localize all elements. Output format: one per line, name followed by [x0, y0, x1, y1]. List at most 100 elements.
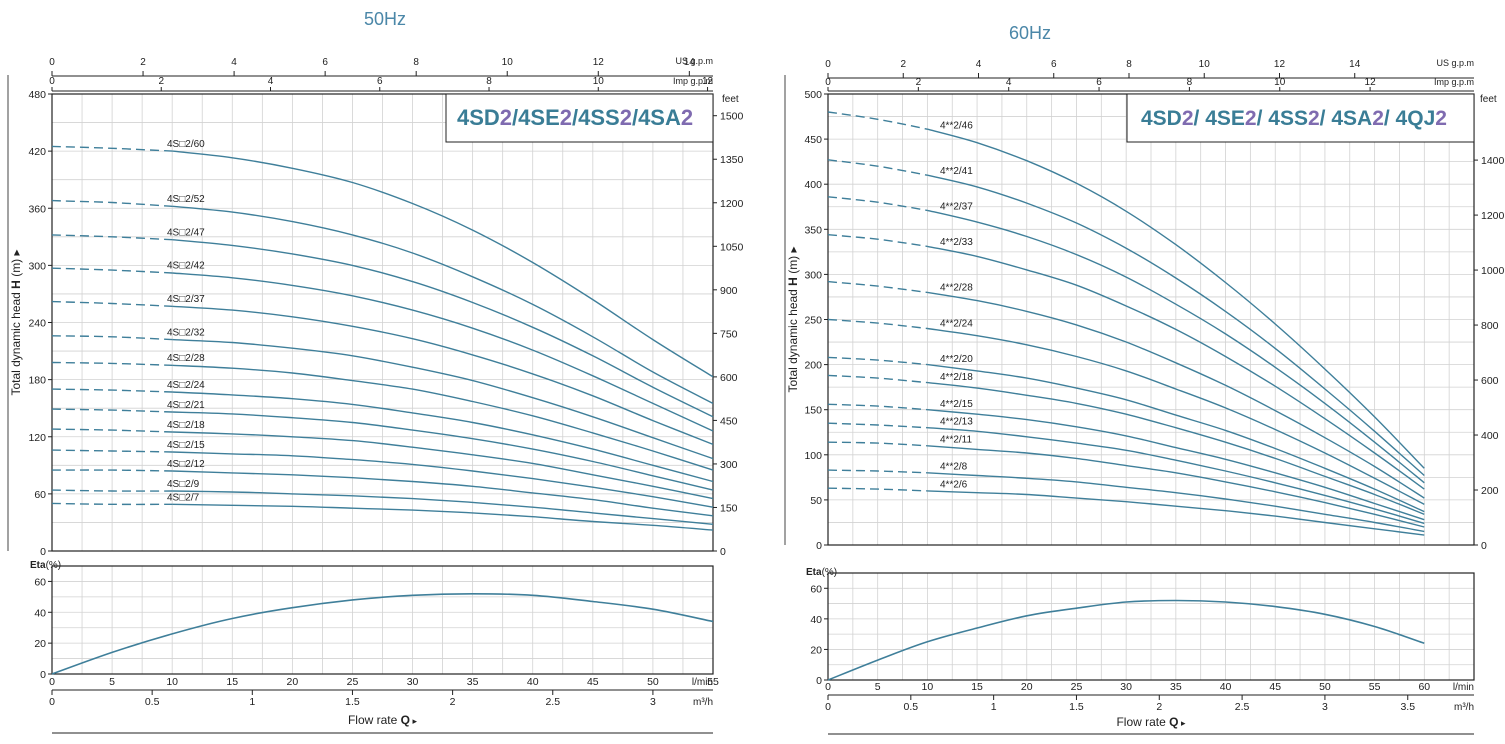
model-title-part: 2: [1245, 107, 1257, 130]
curve-label: 4**2/28: [940, 283, 973, 294]
model-title-box: [445, 93, 714, 143]
head-grid: [827, 93, 1475, 546]
model-title-box: [1126, 93, 1475, 143]
curve-label: 4**2/33: [940, 237, 973, 248]
y-tick-label: 300: [28, 260, 46, 272]
curve-label: 4S□2/18: [167, 420, 205, 431]
lmin-tick-label: 40: [1220, 681, 1232, 693]
model-title-part: 2: [1308, 107, 1320, 130]
lmin-tick-label: 40: [527, 676, 539, 688]
m3h-tick-label: 3.5: [1400, 701, 1415, 713]
curve-dashed-4S□2/24: [51, 388, 173, 393]
x-axis-label: Flow rate Q ▸: [1116, 715, 1186, 729]
model-title-part: 2: [500, 105, 512, 130]
eta-y-tick-label: 0: [816, 675, 822, 687]
us-gpm-tick-label: 14: [1349, 59, 1361, 70]
y-tick-label: 350: [804, 224, 822, 236]
curve-label: 4S□2/37: [167, 294, 205, 305]
lmin-unit: l/min: [692, 677, 713, 688]
model-title-part: 2: [1372, 107, 1384, 130]
curve-label: 4S□2/42: [167, 261, 205, 272]
curve-label: 4**2/18: [940, 372, 973, 383]
us-gpm-tick-label: 4: [976, 59, 982, 70]
curve-dashed-4S□2/37: [51, 300, 173, 307]
feet-tick-label: 400: [1481, 430, 1499, 442]
model-title-part: /4SA: [632, 105, 681, 130]
model-title-part: 2: [1435, 107, 1447, 130]
x-axis-arrow: ▸: [410, 716, 418, 726]
m3h-tick-label: 2.5: [545, 696, 560, 708]
lmin-tick-label: 50: [647, 676, 659, 688]
x-axis-label-symbol: Q: [401, 713, 410, 727]
curve-4**2/6: [927, 490, 1425, 536]
curve-4S□2/9: [172, 490, 714, 525]
eta-y-tick-label: 40: [810, 614, 822, 626]
curve-label: 4S□2/32: [167, 327, 205, 338]
curve-4**2/46: [927, 128, 1425, 469]
lmin-tick-label: 55: [707, 676, 719, 688]
eta-plot-frame: [51, 565, 714, 675]
curve-4**2/13: [927, 427, 1425, 525]
eta-y-tick-label: 0: [40, 669, 46, 681]
m3h-unit: m³/h: [1454, 702, 1474, 713]
frequency-title: 50Hz: [364, 9, 406, 29]
lmin-tick-label: 10: [166, 676, 178, 688]
lmin-tick-label: 60: [1418, 681, 1430, 693]
imp-gpm-unit: Imp g.p.m: [1434, 77, 1474, 87]
curve-dashed-4**2/13: [827, 422, 928, 429]
lmin-tick-label: 30: [407, 676, 419, 688]
imp-gpm-tick-label: 10: [593, 76, 605, 87]
m3h-tick-label: 1.5: [1069, 701, 1084, 713]
curve-dashed-4S□2/15: [51, 449, 173, 453]
us-gpm-tick-label: 6: [322, 57, 328, 68]
lmin-tick-label: 55: [1369, 681, 1381, 693]
feet-tick-label: 1200: [720, 198, 744, 210]
feet-tick-label: 900: [720, 285, 738, 297]
feet-tick-label: 1050: [720, 241, 744, 253]
y-tick-label: 50: [810, 495, 822, 507]
m3h-tick-label: 1: [991, 701, 997, 713]
imp-gpm-tick-label: 12: [702, 76, 714, 87]
feet-tick-label: 0: [720, 546, 726, 558]
y-tick-label: 420: [28, 146, 46, 158]
us-gpm-tick-label: 4: [231, 57, 237, 68]
curve-label: 4**2/11: [940, 435, 973, 446]
lmin-tick-label: 0: [49, 676, 55, 688]
feet-tick-label: 1500: [720, 111, 744, 123]
lmin-tick-label: 5: [109, 676, 115, 688]
model-title-part: 2: [560, 105, 572, 130]
lmin-tick-label: 20: [287, 676, 299, 688]
curve-dashed-4**2/8: [827, 469, 928, 474]
curve-4S□2/12: [172, 470, 714, 517]
m3h-tick-label: 1: [249, 696, 255, 708]
curve-4**2/37: [927, 209, 1425, 484]
x-axis-label-text: Flow rate: [348, 713, 401, 727]
lmin-tick-label: 25: [1071, 681, 1083, 693]
curve-label: 4S□2/60: [167, 139, 205, 150]
eta-unit: (%): [46, 560, 62, 571]
curve-label: 4**2/41: [940, 166, 973, 177]
y-tick-label: 150: [804, 405, 822, 417]
curve-4S□2/42: [172, 272, 714, 432]
curve-label: 4**2/20: [940, 354, 973, 365]
y-axis-label-text: Total dynamic head: [9, 289, 23, 396]
imp-gpm-tick-label: 6: [1096, 77, 1102, 88]
curve-dashed-4**2/41: [827, 159, 928, 176]
model-title-part: / 4SA: [1320, 107, 1373, 130]
curve-label: 4S□2/15: [167, 440, 205, 451]
us-gpm-tick-label: 0: [825, 59, 831, 70]
curve-dashed-4S□2/21: [51, 408, 173, 413]
imp-gpm-tick-label: 8: [1187, 77, 1193, 88]
us-gpm-tick-label: 8: [1126, 59, 1132, 70]
curve-label: 4**2/13: [940, 417, 973, 428]
curve-dashed-4**2/11: [827, 441, 928, 447]
m3h-tick-label: 1.5: [345, 696, 360, 708]
eta-axis-label: Eta(%): [806, 567, 837, 578]
eta-y-tick-label: 40: [34, 607, 46, 619]
curve-label: 4S□2/47: [167, 227, 205, 238]
curve-dashed-4**2/37: [827, 196, 928, 212]
curve-label: 4S□2/7: [167, 492, 200, 503]
lmin-tick-label: 5: [875, 681, 881, 693]
